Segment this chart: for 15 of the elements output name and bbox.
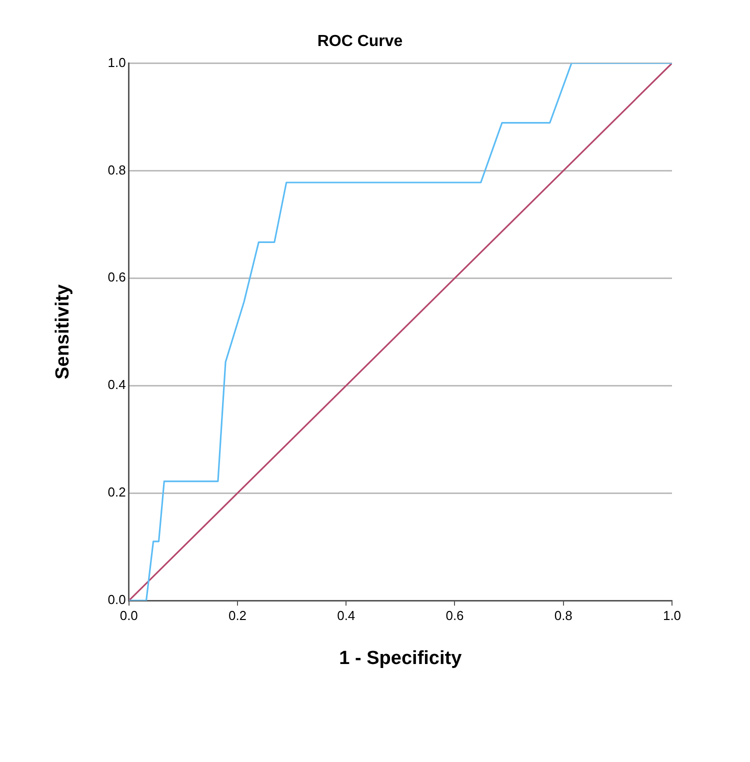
y-axis-title: Sensitivity <box>52 284 74 380</box>
x-tick-label: 0.6 <box>446 608 464 623</box>
y-tick-label: 1.0 <box>108 54 126 70</box>
x-axis-title: 1 - Specificity <box>339 648 462 669</box>
x-tick-label: 1.0 <box>662 608 682 623</box>
x-tick-label: 0.2 <box>228 608 247 623</box>
y-tick-label: 0.0 <box>108 592 126 608</box>
y-tick-label: 0.6 <box>108 270 126 285</box>
x-tick-label: 0.8 <box>554 608 572 623</box>
y-tick-label: 0.2 <box>108 484 126 500</box>
y-tick-label: 0.8 <box>108 162 126 178</box>
x-tick-label: 0.4 <box>337 608 356 623</box>
x-tick-label: 0.0 <box>120 608 138 623</box>
chart-title: ROC Curve <box>317 33 403 50</box>
y-tick-label: 0.4 <box>108 377 126 392</box>
